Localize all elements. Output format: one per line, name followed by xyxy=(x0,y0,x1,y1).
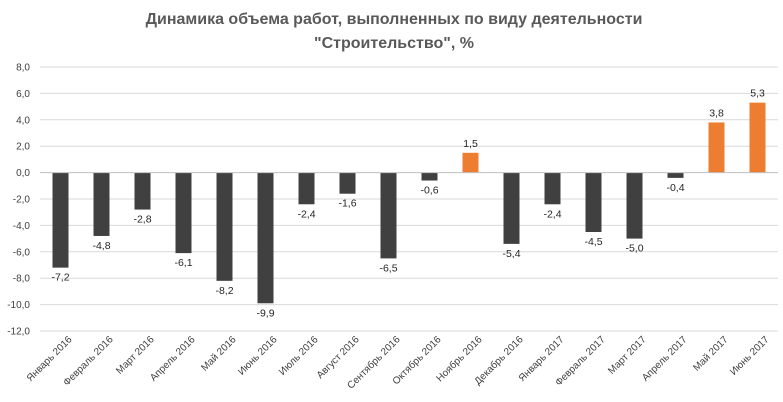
bar xyxy=(134,172,151,210)
data-label: -6,5 xyxy=(379,262,397,274)
x-tick-label: Июнь 2016 xyxy=(236,334,280,378)
data-label: -2,4 xyxy=(297,208,315,220)
bar xyxy=(421,172,438,181)
bar xyxy=(380,172,397,259)
y-tick-label: 2,0 xyxy=(16,142,30,153)
bar xyxy=(93,172,110,236)
data-label: 1,5 xyxy=(463,138,478,150)
bar xyxy=(216,172,233,281)
x-tick-label: Июль 2016 xyxy=(277,334,321,378)
y-tick-label: -2,0 xyxy=(13,195,31,206)
x-tick-label: Март 2016 xyxy=(114,334,157,377)
y-tick-label: -8,0 xyxy=(13,274,31,285)
bar xyxy=(462,152,479,173)
bar xyxy=(544,172,561,205)
bar xyxy=(175,172,192,254)
data-label: -9,9 xyxy=(256,307,274,319)
y-tick-label: -12,0 xyxy=(7,327,30,338)
y-tick-label: 6,0 xyxy=(16,89,30,100)
y-tick-label: 0,0 xyxy=(16,168,30,179)
bar xyxy=(749,102,766,173)
y-axis: -12,0 -10,0 -8,0 -6,0 -4,0 -2,0 0,0 2,0 4,0 6,0 8,… xyxy=(7,63,30,338)
data-label: -1,6 xyxy=(338,198,356,210)
y-tick-label: -10,0 xyxy=(7,300,30,311)
y-tick-label: 4,0 xyxy=(16,115,30,126)
data-labels: -7,2 -4,8 -2,8 -6,1 -8,2 -9,9 -2,4 -1,6 -6,5 -0,6… xyxy=(51,88,764,320)
x-tick-label: Май 2017 xyxy=(691,334,731,374)
chart-title-line-1: Динамика объема работ, выполненных по ви… xyxy=(146,11,643,28)
bar xyxy=(339,172,356,194)
data-label: -2,4 xyxy=(543,208,561,220)
data-label: 3,8 xyxy=(709,107,724,119)
bar xyxy=(298,172,315,205)
data-label: -0,4 xyxy=(666,182,684,194)
data-label: -5,4 xyxy=(502,248,520,260)
x-tick-label: Май 2016 xyxy=(199,334,239,374)
chart-title-line-2: "Строительство", % xyxy=(314,35,474,52)
data-label: -2,8 xyxy=(133,214,151,226)
data-label: 5,3 xyxy=(750,88,765,100)
x-tick-label: Июнь 2017 xyxy=(728,334,772,378)
data-label: -4,8 xyxy=(92,240,110,252)
bar xyxy=(585,172,602,232)
data-label: -6,1 xyxy=(174,257,192,269)
bar xyxy=(52,172,69,268)
y-tick-label: -6,0 xyxy=(13,247,31,258)
data-label: -5,0 xyxy=(625,243,643,255)
bar xyxy=(708,122,725,173)
data-label: -8,2 xyxy=(215,285,233,297)
data-label: -4,5 xyxy=(584,236,602,248)
data-label: -0,6 xyxy=(420,185,438,197)
y-tick-label: -4,0 xyxy=(13,221,31,232)
gridlines xyxy=(40,66,778,332)
bar xyxy=(626,172,643,239)
bar xyxy=(667,172,684,178)
bars xyxy=(52,102,766,304)
x-tick-label: Март 2017 xyxy=(606,334,649,377)
bar xyxy=(503,172,520,244)
y-tick-label: 8,0 xyxy=(16,63,30,74)
bar xyxy=(257,172,274,304)
data-label: -7,2 xyxy=(51,272,69,284)
